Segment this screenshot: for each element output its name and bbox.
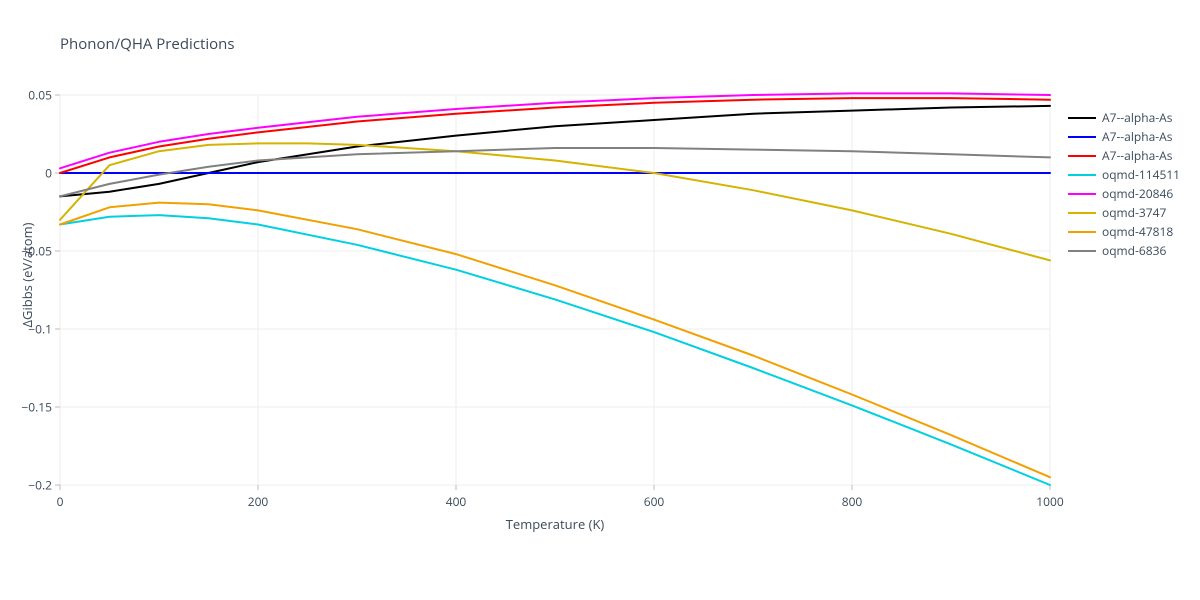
y-tick-label: −0.05 xyxy=(2,243,52,260)
y-tick-label: −0.15 xyxy=(2,399,52,416)
y-tick-label: 0 xyxy=(2,165,52,182)
legend-swatch xyxy=(1068,250,1096,252)
legend-label: oqmd-6836 xyxy=(1102,242,1166,259)
legend-item-0[interactable]: A7--alpha-As xyxy=(1068,108,1180,127)
y-tick-label: −0.2 xyxy=(2,477,52,494)
legend-label: A7--alpha-As xyxy=(1102,147,1172,164)
legend-swatch xyxy=(1068,212,1096,214)
x-tick-label: 0 xyxy=(57,493,64,510)
legend-label: oqmd-114511 xyxy=(1102,166,1180,183)
series-line-6[interactable] xyxy=(60,203,1050,478)
legend-label: oqmd-20846 xyxy=(1102,185,1173,202)
legend-swatch xyxy=(1068,155,1096,157)
series-line-0[interactable] xyxy=(60,106,1050,196)
legend-label: A7--alpha-As xyxy=(1102,128,1172,145)
y-tick-label: −0.1 xyxy=(2,321,52,338)
legend-item-4[interactable]: oqmd-20846 xyxy=(1068,184,1180,203)
legend-swatch xyxy=(1068,117,1096,119)
y-tick-label: 0.05 xyxy=(2,87,52,104)
legend-item-2[interactable]: A7--alpha-As xyxy=(1068,146,1180,165)
x-tick-label: 800 xyxy=(842,493,863,510)
legend-item-1[interactable]: A7--alpha-As xyxy=(1068,127,1180,146)
chart-plot-area xyxy=(0,0,1200,600)
legend-label: A7--alpha-As xyxy=(1102,109,1172,126)
legend-swatch xyxy=(1068,136,1096,138)
legend-item-3[interactable]: oqmd-114511 xyxy=(1068,165,1180,184)
x-tick-label: 600 xyxy=(644,493,665,510)
x-tick-label: 200 xyxy=(248,493,269,510)
x-axis-label: Temperature (K) xyxy=(495,515,615,533)
legend-swatch xyxy=(1068,193,1096,195)
series-line-5[interactable] xyxy=(60,143,1050,260)
series-line-4[interactable] xyxy=(60,93,1050,168)
legend-swatch xyxy=(1068,174,1096,176)
x-tick-label: 400 xyxy=(446,493,467,510)
legend-label: oqmd-3747 xyxy=(1102,204,1166,221)
series-line-3[interactable] xyxy=(60,215,1050,485)
x-tick-label: 1000 xyxy=(1036,493,1063,510)
chart-legend: A7--alpha-As A7--alpha-As A7--alpha-As oqmd… xyxy=(1068,108,1180,260)
legend-label: oqmd-47818 xyxy=(1102,223,1173,240)
legend-item-5[interactable]: oqmd-3747 xyxy=(1068,203,1180,222)
legend-item-7[interactable]: oqmd-6836 xyxy=(1068,241,1180,260)
legend-swatch xyxy=(1068,231,1096,233)
legend-item-6[interactable]: oqmd-47818 xyxy=(1068,222,1180,241)
